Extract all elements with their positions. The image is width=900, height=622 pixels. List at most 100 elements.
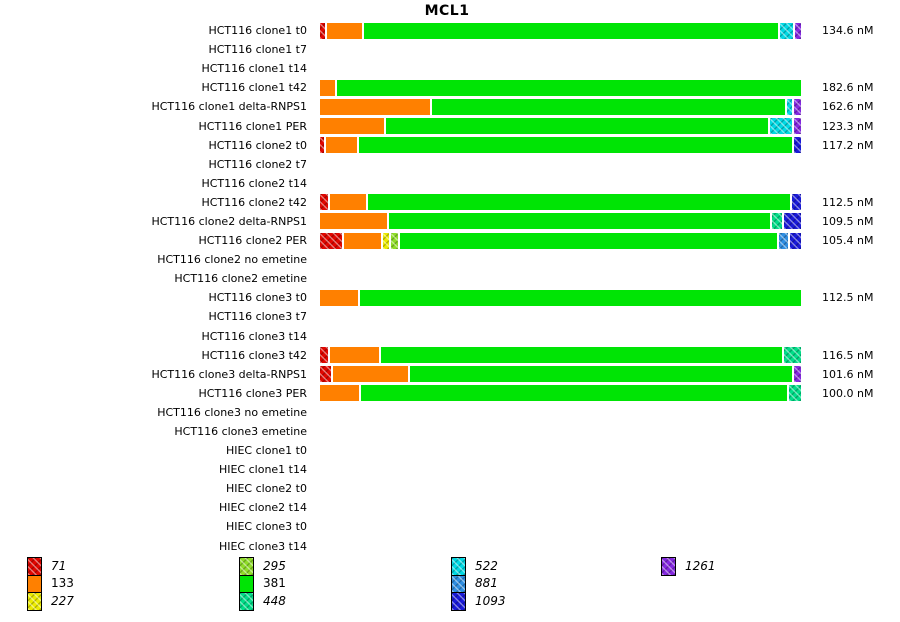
chart-row: HCT116 clone1 t14 <box>0 59 900 78</box>
bar-segment-1093 <box>790 232 801 249</box>
bar-stack <box>320 156 801 172</box>
legend-column: 522 881 1093 <box>451 557 506 611</box>
bar-stack <box>320 79 801 96</box>
bar-segment-71 <box>320 137 325 154</box>
bar-stack <box>320 61 801 77</box>
legend-swatch-295 <box>239 557 254 576</box>
legend-item: 1093 <box>451 592 506 611</box>
bar-stack <box>320 366 802 383</box>
bar-stack <box>320 22 801 39</box>
chart-row: HCT116 clone2 PER 105.4 nM <box>0 231 900 250</box>
bar-segment-133 <box>333 366 408 383</box>
legend-label-381: 381 <box>263 576 286 591</box>
legend-label-1093: 1093 <box>475 593 506 608</box>
chart-row: HCT116 clone3 t14 <box>0 327 900 346</box>
chart-rows: HCT116 clone1 t0 134.6 nM HCT116 clone1 t7… <box>0 21 900 556</box>
legend-label-881: 881 <box>475 576 498 591</box>
chart-title: MCL1 <box>424 3 470 19</box>
row-label: HIEC clone3 t0 <box>225 520 307 534</box>
bar-stack <box>320 404 801 420</box>
row-label: HCT116 clone3 no emetine <box>157 405 307 419</box>
row-label: HCT116 clone3 t42 <box>201 348 307 362</box>
bar-segment-881 <box>778 232 789 249</box>
chart-row: HCT116 clone2 t7 <box>0 155 900 174</box>
chart-row: HCT116 clone3 delta-RNPS1 101.6 nM <box>0 365 900 384</box>
bar-segment-522 <box>786 98 792 115</box>
row-label: HCT116 clone2 emetine <box>174 272 307 286</box>
legend-item: 881 <box>451 574 506 593</box>
bar-stack <box>320 194 801 211</box>
row-label: HIEC clone3 t14 <box>218 539 307 553</box>
row-label: HCT116 clone2 PER <box>198 234 307 248</box>
chart-row: HCT116 clone3 t42 116.5 nM <box>0 346 900 365</box>
chart-row: HCT116 clone3 no emetine <box>0 403 900 422</box>
bar-segment-381 <box>337 79 801 96</box>
bar-segment-448 <box>788 385 801 402</box>
bar-stack <box>320 252 801 268</box>
bar-segment-133 <box>320 98 430 115</box>
bar-segment-1093 <box>793 137 802 154</box>
bar-stack <box>320 309 801 325</box>
legend-item: 1261 <box>661 557 716 576</box>
bar-segment-381 <box>389 213 771 230</box>
bar-stack <box>320 118 801 135</box>
legend-item: 448 <box>239 592 286 611</box>
legend-label-522: 522 <box>475 558 498 573</box>
bar-segment-71 <box>320 366 332 383</box>
legend-column: 71 133 227 <box>27 557 74 611</box>
chart-row: HCT116 clone2 t42 112.5 nM <box>0 193 900 212</box>
legend-label-295: 295 <box>263 558 286 573</box>
chart-row: HCT116 clone2 t14 <box>0 174 900 193</box>
row-value: 112.5 nM <box>822 291 874 305</box>
legend-item: 522 <box>451 557 506 576</box>
row-label: HCT116 clone3 t0 <box>208 291 307 305</box>
row-label: HCT116 clone2 t42 <box>201 195 307 209</box>
row-value: 101.6 nM <box>822 367 874 381</box>
bar-segment-133 <box>343 232 382 249</box>
bar-segment-71 <box>320 232 342 249</box>
legend-swatch-133 <box>27 574 42 593</box>
bar-segment-381 <box>409 366 792 383</box>
bar-segment-1261 <box>793 98 801 115</box>
bar-segment-1093 <box>783 213 801 230</box>
row-label: HCT116 clone1 t14 <box>201 62 307 76</box>
row-label: HCT116 clone3 delta-RNPS1 <box>151 367 307 381</box>
bar-segment-1261 <box>793 118 801 135</box>
bar-stack <box>320 137 802 154</box>
chart-row: HCT116 clone3 PER 100.0 nM <box>0 384 900 403</box>
bar-stack <box>320 424 801 440</box>
row-label: HCT116 clone1 delta-RNPS1 <box>151 100 307 114</box>
bar-segment-381 <box>386 118 768 135</box>
chart-row: HCT116 clone1 t42 182.6 nM <box>0 78 900 97</box>
legend-swatch-522 <box>451 557 466 576</box>
chart-row: HIEC clone1 t14 <box>0 460 900 479</box>
legend-label-133: 133 <box>51 576 74 591</box>
bar-stack <box>320 481 801 497</box>
legend-column: 1261 <box>661 557 716 576</box>
bar-segment-381 <box>431 98 785 115</box>
row-label: HCT116 clone2 t14 <box>201 176 307 190</box>
bar-stack <box>320 328 801 344</box>
row-value: 112.5 nM <box>822 195 874 209</box>
legend-item: 381 <box>239 574 286 593</box>
bar-segment-1261 <box>793 366 802 383</box>
bar-stack <box>320 271 801 287</box>
bar-segment-133 <box>320 79 336 96</box>
bar-stack <box>320 538 801 554</box>
legend-swatch-1261 <box>661 557 676 576</box>
chart-row: HIEC clone1 t0 <box>0 441 900 460</box>
row-label: HCT116 clone3 emetine <box>174 425 307 439</box>
chart-row: HCT116 clone1 t0 134.6 nM <box>0 21 900 40</box>
row-label: HCT116 clone1 t0 <box>208 24 307 38</box>
bar-stack <box>320 347 801 364</box>
bar-segment-381 <box>360 289 801 306</box>
bar-segment-381 <box>367 194 790 211</box>
row-value: 105.4 nM <box>822 234 874 248</box>
chart-row: HCT116 clone2 emetine <box>0 269 900 288</box>
bar-segment-381 <box>381 347 782 364</box>
bar-segment-133 <box>320 118 385 135</box>
bar-segment-1093 <box>791 194 801 211</box>
legend-label-448: 448 <box>263 593 286 608</box>
legend-item: 133 <box>27 574 74 593</box>
row-label: HCT116 clone1 PER <box>198 119 307 133</box>
